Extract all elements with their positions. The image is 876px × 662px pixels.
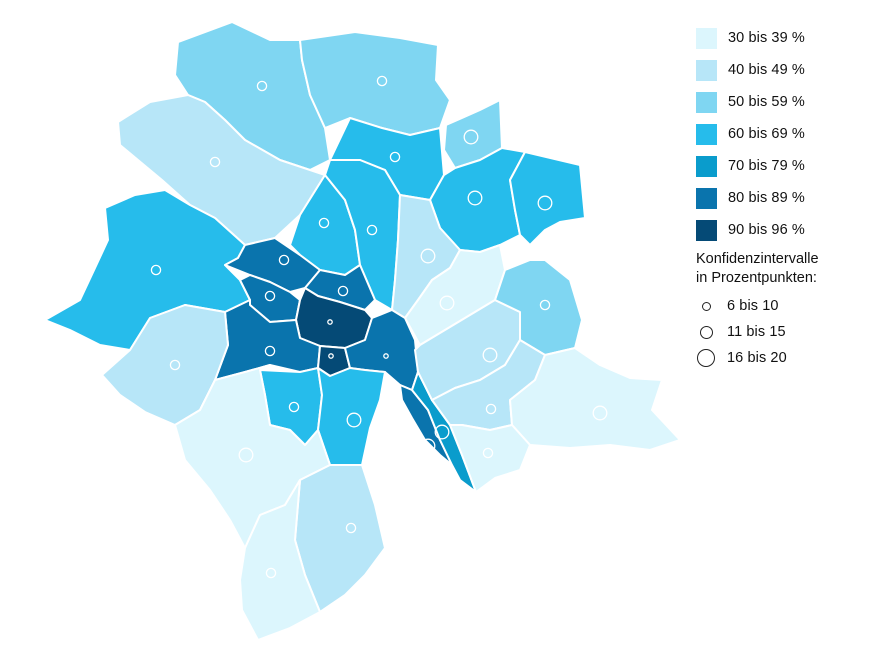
ci-marker	[439, 295, 455, 311]
district-far-e	[509, 347, 681, 451]
ci-marker	[383, 353, 389, 359]
ci-legend-item: 11 bis 15	[696, 319, 872, 345]
ci-marker	[420, 438, 436, 454]
district-s-d	[239, 479, 321, 641]
ci-legend-title: Konfidenzintervalle in Prozentpunkten:	[696, 250, 872, 288]
ci-legend-label: 16 bis 20	[727, 350, 787, 366]
ci-large-icon	[696, 348, 716, 368]
ci-marker	[376, 75, 388, 87]
legend-swatch	[696, 27, 717, 49]
legend-swatch	[696, 59, 717, 81]
district-se-a	[449, 424, 531, 493]
ci-marker	[434, 424, 450, 440]
ci-marker	[238, 447, 254, 463]
ci-marker	[337, 285, 349, 297]
ci-legend-title-line1: Konfidenzintervalle	[696, 251, 819, 267]
ci-marker	[482, 447, 494, 459]
legend-label: 70 bis 79 %	[728, 158, 805, 174]
legend-swatch	[696, 91, 717, 113]
ci-medium-icon	[696, 322, 716, 342]
ci-marker	[482, 347, 498, 363]
ci-small-icon	[696, 296, 716, 316]
ci-marker	[265, 567, 277, 579]
legend-label: 40 bis 49 %	[728, 62, 805, 78]
legend-swatch	[696, 187, 717, 209]
ci-marker	[537, 195, 553, 211]
legend-item: 70 bis 79 %	[696, 150, 872, 182]
ci-marker	[346, 412, 362, 428]
ci-marker	[366, 224, 378, 236]
legend-item: 80 bis 89 %	[696, 182, 872, 214]
district-s-b	[317, 367, 386, 466]
ci-marker	[420, 248, 436, 264]
legend-swatch	[696, 155, 717, 177]
legend-swatch	[696, 219, 717, 241]
ci-marker	[485, 403, 497, 415]
legend-item: 30 bis 39 %	[696, 22, 872, 54]
legend-item: 90 bis 96 %	[696, 214, 872, 246]
ci-marker	[150, 264, 162, 276]
ci-marker	[345, 522, 357, 534]
legend-label: 30 bis 39 %	[728, 30, 805, 46]
ci-marker	[318, 217, 330, 229]
ci-marker	[264, 290, 276, 302]
legend-item: 60 bis 69 %	[696, 118, 872, 150]
ci-marker	[256, 80, 268, 92]
district-e-d	[494, 259, 583, 356]
ci-marker	[467, 190, 483, 206]
legend-label: 90 bis 96 %	[728, 222, 805, 238]
ci-marker	[539, 299, 551, 311]
legend-swatch	[696, 123, 717, 145]
choropleth-map	[44, 21, 681, 641]
ci-legend-title-line2: in Prozentpunkten:	[696, 270, 817, 286]
legend-item: 40 bis 49 %	[696, 54, 872, 86]
legend-label: 80 bis 89 %	[728, 190, 805, 206]
ci-marker	[264, 345, 276, 357]
ci-marker	[209, 156, 221, 168]
ci-marker	[327, 319, 333, 325]
district-ne-b	[509, 151, 586, 246]
ci-marker	[288, 401, 300, 413]
ci-marker	[592, 405, 608, 421]
legend-label: 60 bis 69 %	[728, 126, 805, 142]
ci-legend-item: 16 bis 20	[696, 345, 872, 371]
legend-item: 50 bis 59 %	[696, 86, 872, 118]
ci-marker	[278, 254, 290, 266]
ci-legend-label: 6 bis 10	[727, 298, 779, 314]
district-n-top	[299, 31, 451, 136]
ci-marker	[389, 151, 401, 163]
legend-label: 50 bis 59 %	[728, 94, 805, 110]
ci-legend-item: 6 bis 10	[696, 293, 872, 319]
ci-marker	[328, 353, 334, 359]
ci-marker	[463, 129, 479, 145]
map-legend: 30 bis 39 % 40 bis 49 % 50 bis 59 % 60 b…	[696, 22, 872, 371]
ci-legend-label: 11 bis 15	[727, 324, 786, 340]
ci-marker	[169, 359, 181, 371]
